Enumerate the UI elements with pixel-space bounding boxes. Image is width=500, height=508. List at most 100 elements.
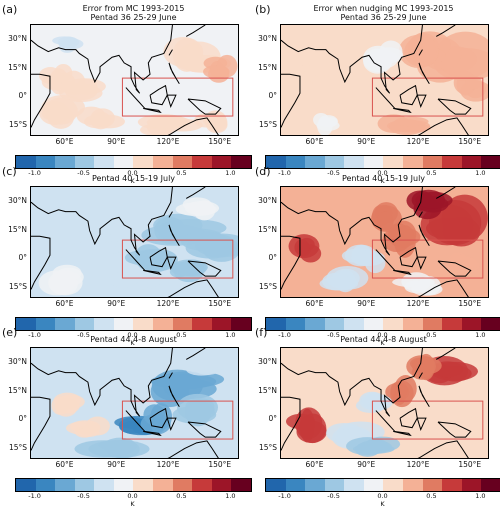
panel-title: Pentad 36 25-29 June [90,13,177,22]
coastline [31,235,51,290]
coastline [168,211,173,218]
colorbar-cell [211,479,232,491]
colorbar-cell [94,479,114,491]
lon-tick-label: 90°E [357,137,376,146]
colorbar-cell [35,156,56,168]
coastline [417,279,469,297]
anomaly-patch [185,236,236,259]
colorbar-unit: K [130,339,135,347]
lat-tick-label: 15°N [258,224,277,234]
lon-tick-label: 60°E [55,460,74,469]
coastline [31,348,173,417]
anomaly-patch [80,390,101,408]
colorbar-cell [266,318,286,330]
colorbar-cell [211,156,232,168]
coastline [437,421,472,438]
colorbar-cell [35,318,56,330]
anomaly-patch [322,272,350,291]
coastline [168,385,180,408]
anomaly-patch [464,419,481,437]
lat-tick-label: 15°S [8,281,27,291]
mc-region-box [371,77,484,117]
lat-tick-label: 15°N [8,385,27,395]
colorbar-cell [211,318,232,330]
colorbar-cell [305,156,325,168]
colorbar-tick-label: 0.0 [127,331,138,339]
anomaly-map [30,186,239,298]
coastline [125,87,146,109]
panel-letter: (a) [2,3,18,16]
colorbar-tick-label: -0.5 [77,331,90,339]
colorbar-cell [266,479,286,491]
anomaly-patch [76,427,100,438]
anomaly-patch [415,191,453,209]
colorbar-tick-label: 0.5 [176,492,187,500]
colorbar-cell [324,318,345,330]
colorbar-tick-label: 0.5 [176,169,187,177]
lon-tick-label: 90°E [357,460,376,469]
lat-tick-label: 15°N [258,62,277,72]
anomaly-patch [326,98,369,125]
colorbar-cell [442,479,462,491]
colorbar-cell [172,318,193,330]
colorbar-cell [344,479,364,491]
colorbar-cell [172,479,193,491]
lon-tick-label: 60°E [55,137,74,146]
coastline [418,211,423,218]
colorbar-cell [461,318,482,330]
coastline [167,279,219,297]
anomaly-patch [318,115,338,128]
coastline [375,249,396,271]
colorbar-cell [74,479,95,491]
colorbar-cell [344,318,364,330]
colorbar-cell [74,318,95,330]
colorbar-tick-label: 0.0 [127,169,138,177]
lat-tick-label: 30°N [8,34,27,44]
colorbar-unit: K [380,177,385,185]
lon-tick-label: 90°E [107,137,126,146]
lat-tick-label: 0° [18,91,27,101]
anomaly-map [280,347,489,459]
lon-tick-label: 120°E [406,299,430,308]
map-canvas [281,348,488,458]
colorbar-cell [442,156,462,168]
colorbar-cell [172,156,193,168]
colorbar-cell [481,318,500,330]
colorbar-cell [192,318,212,330]
mc-region-box [371,239,484,279]
colorbar-cell [422,156,443,168]
colorbar-cell [363,156,384,168]
mc-region-box [371,400,484,440]
colorbar-cell [231,479,251,491]
coastline [166,256,177,270]
coastline [437,260,472,277]
colorbar-cell [16,318,36,330]
anomaly-patch [150,417,166,433]
colorbar-cell [153,318,173,330]
anomaly-patch [64,78,106,95]
panel-letter: (b) [255,3,271,16]
colorbar-tick-label: -1.0 [278,169,291,177]
lon-tick-label: 150°E [458,460,482,469]
coastline [281,73,301,128]
coastline [31,396,51,451]
coastline [187,421,222,438]
colorbar-cell [363,479,384,491]
anomaly-patch [294,239,310,256]
colorbar-tick-label: 0.5 [426,331,437,339]
anomaly-map [280,24,489,136]
coastline [416,256,427,270]
coastline [31,73,51,128]
lon-tick-label: 90°E [107,299,126,308]
coastline [416,417,427,431]
colorbar-tick-label: 1.0 [475,492,486,500]
anomaly-patch [190,204,211,216]
colorbar-cell [55,156,75,168]
colorbar [265,478,500,492]
coastline [31,187,173,256]
colorbar-cell [94,318,114,330]
anomaly-patch [203,116,224,126]
lat-tick-label: 15°N [8,62,27,72]
colorbar-cell [153,156,173,168]
colorbar-tick-label: 0.5 [176,331,187,339]
